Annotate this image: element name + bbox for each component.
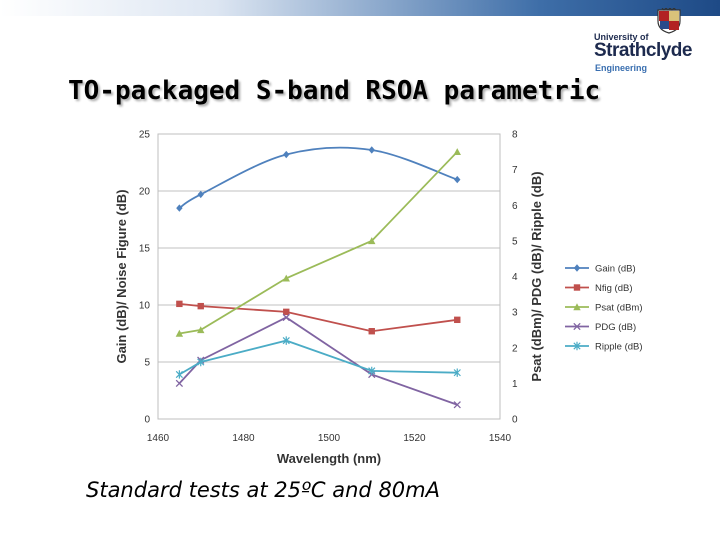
y2-tick-label: 2 bbox=[512, 343, 518, 354]
data-point-nfig bbox=[197, 302, 204, 310]
legend-label: Nfig (dB) bbox=[595, 283, 632, 294]
slide-title: TO-packaged S-band RSOA parametric bbox=[68, 76, 601, 106]
data-point-gain bbox=[283, 150, 290, 159]
chart-series bbox=[175, 146, 461, 409]
data-point-nfig bbox=[454, 316, 461, 324]
data-point-psat bbox=[197, 326, 205, 334]
y2-tick-label: 8 bbox=[512, 130, 518, 141]
series-line-psat bbox=[179, 151, 458, 335]
series-nfig bbox=[176, 300, 461, 335]
series-line-gain bbox=[178, 146, 458, 209]
data-point-ripple bbox=[368, 366, 376, 376]
legend-label: Psat (dBm) bbox=[595, 303, 643, 314]
data-point-pdg bbox=[175, 379, 184, 388]
series-line-ripple bbox=[178, 339, 458, 376]
slide-subtitle: Standard tests at 25ºC and 80mA bbox=[86, 478, 440, 502]
y2-tick-label: 3 bbox=[512, 308, 518, 319]
legend-item-gain: Gain (dB) bbox=[565, 264, 636, 275]
y2-tick-label: 0 bbox=[512, 415, 518, 426]
y-tick-label: 0 bbox=[144, 415, 150, 426]
y2-tick-label: 4 bbox=[512, 272, 518, 283]
series-line-pdg bbox=[178, 316, 458, 406]
y2-tick-label: 6 bbox=[512, 201, 518, 212]
y2-tick-label: 5 bbox=[512, 236, 518, 247]
data-point-ripple bbox=[282, 336, 290, 345]
x-tick-label: 1540 bbox=[489, 433, 512, 444]
y2-axis-title: Psat (dBm)/ PDG (dB)/ Ripple (dB) bbox=[529, 171, 544, 381]
legend-label: PDG (dB) bbox=[595, 322, 636, 333]
data-point-ripple bbox=[175, 370, 183, 379]
x-tick-label: 1520 bbox=[403, 433, 426, 444]
logo-university-of: University of bbox=[594, 32, 649, 42]
data-point-gain bbox=[197, 190, 204, 199]
legend-marker bbox=[573, 322, 581, 331]
y-axis-title: Gain (dB)/ Noise Figure (dB) bbox=[114, 189, 129, 363]
y-tick-label: 25 bbox=[139, 130, 151, 141]
x-tick-label: 1460 bbox=[147, 433, 170, 444]
data-point-psat bbox=[368, 237, 376, 245]
grid-lines bbox=[158, 133, 500, 363]
series-gain bbox=[176, 146, 461, 212]
y-tick-label: 20 bbox=[139, 187, 151, 198]
legend-marker bbox=[573, 264, 581, 272]
data-point-psat bbox=[175, 329, 184, 337]
university-logo: University of Strathclyde Engineering bbox=[594, 8, 694, 74]
data-point-gain bbox=[176, 204, 183, 212]
data-point-nfig bbox=[368, 328, 375, 335]
data-point-gain bbox=[454, 175, 461, 184]
series-psat bbox=[175, 148, 461, 337]
legend-item-pdg: PDG (dB) bbox=[565, 322, 636, 333]
x-tick-label: 1480 bbox=[232, 433, 255, 444]
y-tick-label: 15 bbox=[139, 244, 151, 255]
x-axis-title: Wavelength (nm) bbox=[277, 451, 381, 466]
data-point-pdg bbox=[453, 401, 461, 409]
legend-marker bbox=[573, 303, 581, 311]
data-point-pdg bbox=[282, 313, 290, 322]
plot-area bbox=[157, 133, 501, 420]
series-pdg bbox=[175, 313, 461, 409]
data-point-nfig bbox=[283, 308, 290, 316]
legend-marker bbox=[573, 284, 581, 291]
legend-item-nfig: Nfig (dB) bbox=[565, 283, 632, 294]
data-point-ripple bbox=[453, 368, 461, 377]
y-tick-label: 5 bbox=[144, 358, 150, 369]
y-tick-label: 10 bbox=[139, 301, 151, 312]
data-point-psat bbox=[282, 274, 290, 282]
legend-label: Ripple (dB) bbox=[595, 342, 643, 353]
legend-marker bbox=[573, 341, 581, 351]
legend-item-psat: Psat (dBm) bbox=[565, 303, 643, 314]
legend-label: Gain (dB) bbox=[595, 264, 636, 275]
logo-name: Strathclyde bbox=[594, 40, 692, 61]
y2-tick-label: 1 bbox=[512, 379, 518, 390]
data-point-nfig bbox=[176, 300, 183, 308]
legend-item-ripple: Ripple (dB) bbox=[565, 342, 643, 353]
top-banner bbox=[0, 0, 720, 16]
series-ripple bbox=[175, 336, 461, 379]
data-point-gain bbox=[368, 146, 375, 154]
university-crest-icon bbox=[657, 8, 681, 34]
logo-department: Engineering bbox=[595, 63, 648, 73]
y2-tick-label: 7 bbox=[512, 165, 518, 176]
data-point-ripple bbox=[197, 357, 205, 367]
chart-legend: Gain (dB) Nfig (dB) Psat (dBm) PDG (dB) Ripp… bbox=[565, 264, 643, 353]
data-point-psat bbox=[453, 148, 461, 156]
x-tick-label: 1500 bbox=[318, 433, 341, 444]
